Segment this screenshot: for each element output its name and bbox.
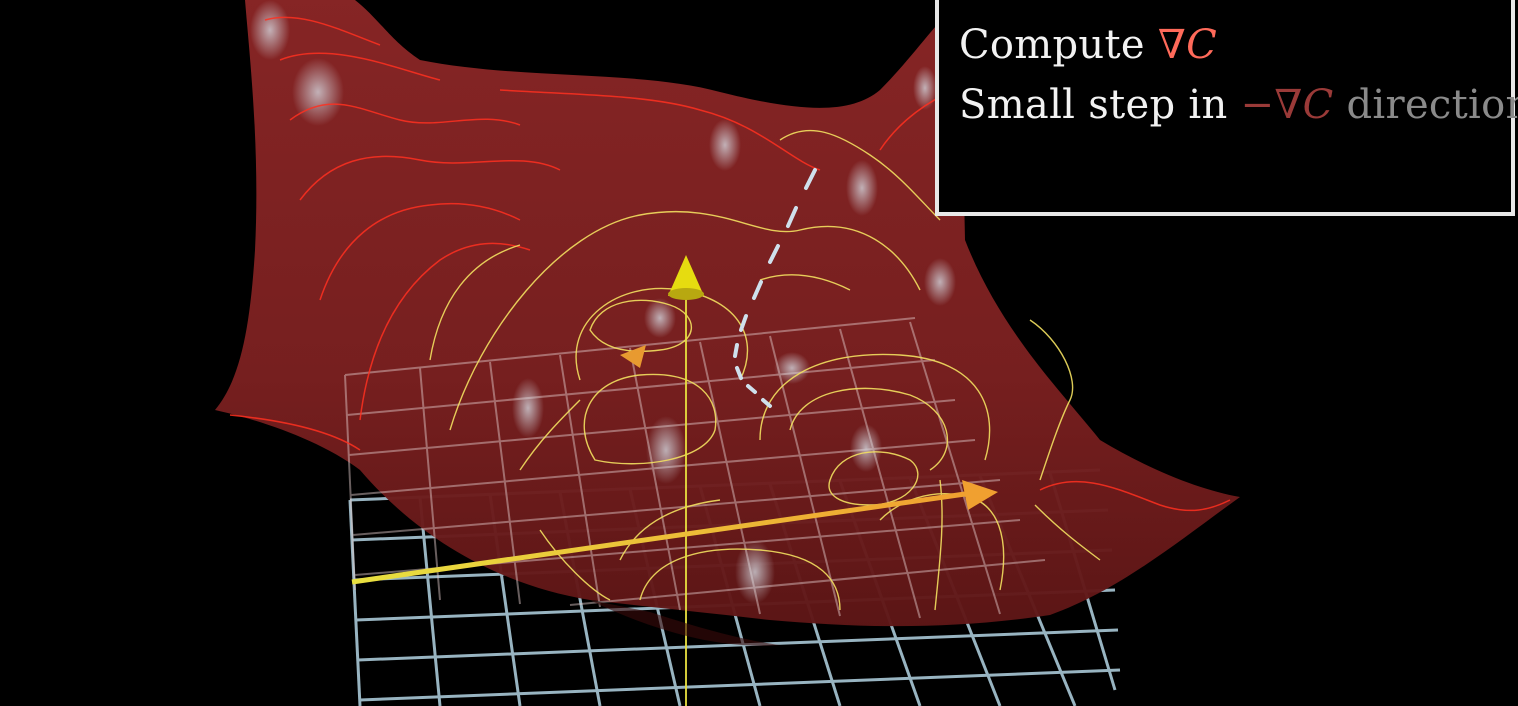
gradient-arrow — [351, 480, 998, 585]
cost-surface — [215, 0, 1240, 627]
nabla-symbol-2: ∇ — [1274, 82, 1303, 128]
nabla-symbol: ∇ — [1157, 22, 1187, 68]
caption-line-compute: Compute ∇C — [959, 22, 1217, 68]
descent-path — [733, 168, 817, 408]
surface-highlights — [250, 0, 956, 604]
caption-step-text: Small step in — [959, 82, 1241, 128]
minus-symbol: − — [1240, 82, 1275, 128]
caption-direction-text: direction — [1333, 82, 1518, 128]
caption-line-step: Small step in −∇C direction — [959, 82, 1518, 128]
cost-symbol: C — [1186, 22, 1217, 68]
caption-compute-text: Compute — [959, 22, 1158, 68]
contour-lines-inner — [429, 129, 1101, 611]
caption-box: Compute ∇C Small step in −∇C direction — [935, 0, 1518, 216]
gradient-marker-cone — [620, 345, 646, 368]
surface-shadow — [590, 600, 780, 646]
vertical-arrow — [668, 255, 704, 706]
contour-lines-outer — [229, 16, 1231, 512]
cost-symbol-2: C — [1302, 82, 1334, 128]
